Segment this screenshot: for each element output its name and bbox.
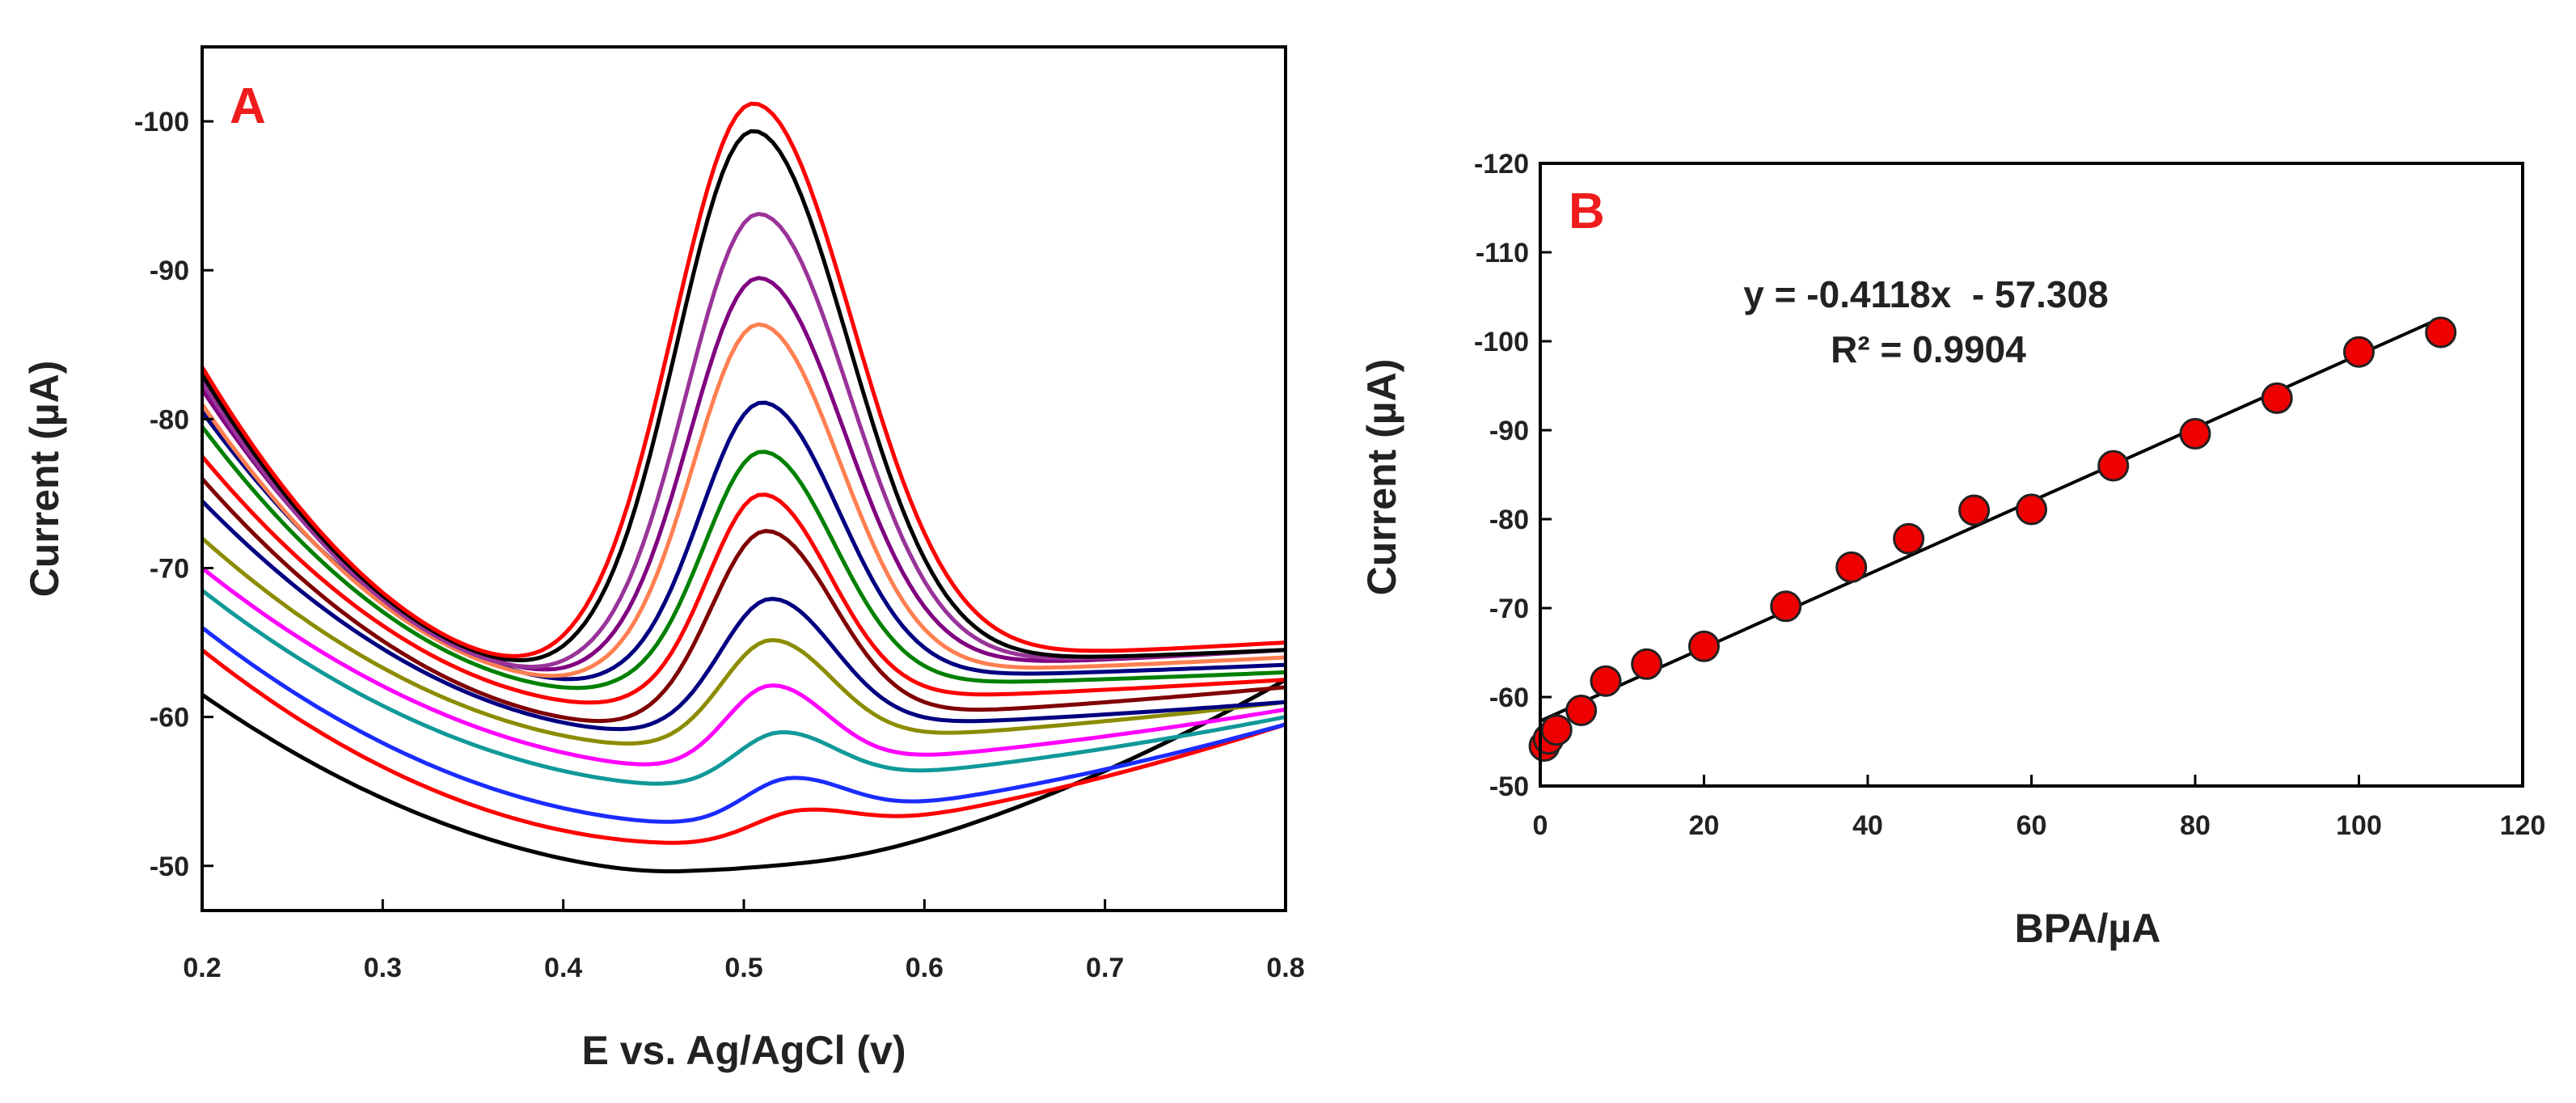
panel-b-point — [1631, 648, 1663, 680]
panel-b-x-tick-label: 120 — [2500, 810, 2546, 841]
panel-a-series-curve-5 — [201, 566, 1286, 767]
panel-b-y-tick-label: -60 — [1489, 683, 1529, 713]
panel-b: -50 -60 -70 -80 -90 -100 -110 -120 0 20 40 60 80 100… — [1359, 149, 2545, 951]
panel-b-point — [2016, 493, 2047, 526]
panel-b-point — [1835, 551, 1868, 583]
panel-a-series-curve-3 — [201, 626, 1286, 824]
panel-a-series-curve-12 — [200, 322, 1286, 678]
panel-a-x-tick-label: 0.7 — [1086, 953, 1124, 983]
panel-a-series-curve-15 — [200, 129, 1286, 662]
panel-b-y-tick-label: -120 — [1474, 149, 1529, 180]
panel-a-series-curve-16 — [200, 101, 1286, 658]
panel-b-y-tick-label: -90 — [1489, 416, 1529, 446]
panel-a-y-tick-label: -70 — [150, 553, 189, 584]
panel-a-curves — [200, 101, 1287, 873]
panel-b-x-tick-label: 40 — [1852, 810, 1883, 841]
panel-b-y-axis: -50 -60 -70 -80 -90 -100 -110 -120 — [1474, 149, 1552, 802]
panel-b-y-tick-label: -100 — [1474, 327, 1529, 357]
panel-b-point — [2425, 316, 2457, 349]
panel-b-y-tick-label: -70 — [1489, 594, 1529, 624]
panel-a-x-axis: 0.2 0.3 0.4 0.5 0.6 0.7 0.8 — [183, 899, 1305, 983]
panel-a-x-tick-label: 0.3 — [364, 953, 402, 983]
panel-b-y-tick-label: -80 — [1489, 505, 1529, 535]
panel-b-point — [2261, 382, 2293, 414]
panel-b-r-squared: R² = 0.9904 — [1831, 328, 2026, 370]
panel-a-series-curve-7 — [201, 499, 1286, 732]
panel-a-y-axis-label: Current (µA) — [22, 361, 67, 598]
panel-b-equation: y = -0.4118x - 57.308 — [1743, 273, 2108, 315]
panel-a-y-axis: -50 -60 -70 -80 -90 -100 — [134, 107, 213, 882]
panel-b-y-tick-label: -110 — [1476, 238, 1529, 268]
panel-a-series-curve-2 — [201, 648, 1286, 845]
panel-b-point — [2097, 450, 2130, 482]
panel-b-x-axis-label: BPA/µA — [2015, 906, 2161, 951]
panel-a-series-curve-9 — [201, 454, 1286, 705]
panel-b-x-tick-label: 100 — [2336, 810, 2382, 841]
panel-a-series-curve-4 — [201, 589, 1286, 786]
panel-b-y-axis-label: Current (µA) — [1359, 359, 1404, 596]
panel-a-series-curve-6 — [201, 536, 1286, 746]
panel-a: -50-60-70-80-90-100 0.2 0.3 0.4 0.5 0.6 0.7 0.… — [22, 45, 1305, 1073]
panel-a-x-tick-label: 0.5 — [724, 953, 762, 983]
panel-a-y-tick-label: -60 — [150, 703, 189, 733]
panel-a-x-tick-label: 0.2 — [183, 953, 221, 983]
panel-b-label: B — [1569, 184, 1605, 239]
panel-b-point — [1565, 695, 1598, 726]
panel-b-point — [1770, 590, 1802, 623]
panel-a-series-curve-10 — [201, 425, 1286, 691]
panel-a-y-tick-label: -80 — [150, 404, 189, 435]
panel-a-x-tick-label: 0.4 — [544, 953, 582, 983]
panel-b-point — [2179, 417, 2211, 450]
panel-b-point — [1590, 665, 1622, 697]
panel-a-x-tick-label: 0.8 — [1266, 953, 1304, 983]
panel-b-x-tick-label: 0 — [1533, 810, 1548, 841]
panel-a-y-tick-label: -50 — [150, 852, 189, 882]
panel-a-frame — [201, 45, 1287, 912]
panel-b-point — [1540, 714, 1573, 746]
panel-b-frame — [1539, 162, 2524, 788]
panel-b-x-axis: 0 20 40 60 80 100 120 — [1533, 775, 2546, 841]
panel-a-label: A — [230, 78, 266, 134]
panel-b-point — [2343, 336, 2375, 368]
panel-a-y-tick-label: -100 — [134, 107, 189, 137]
panel-b-y-tick-label: -50 — [1489, 771, 1529, 802]
panel-b-x-tick-label: 60 — [2016, 810, 2047, 841]
panel-b-point — [1958, 494, 1991, 526]
panel-a-x-tick-label: 0.6 — [906, 953, 944, 983]
panel-b-point — [1688, 630, 1720, 662]
panel-a-y-tick-label: -90 — [150, 256, 189, 286]
panel-b-x-tick-label: 80 — [2180, 810, 2211, 841]
panel-a-series-curve-8 — [201, 477, 1286, 724]
panel-a-x-axis-label: E vs. Ag/AgCl (v) — [582, 1028, 906, 1073]
panel-b-point — [1893, 522, 1925, 555]
panel-b-x-tick-label: 20 — [1689, 810, 1720, 841]
